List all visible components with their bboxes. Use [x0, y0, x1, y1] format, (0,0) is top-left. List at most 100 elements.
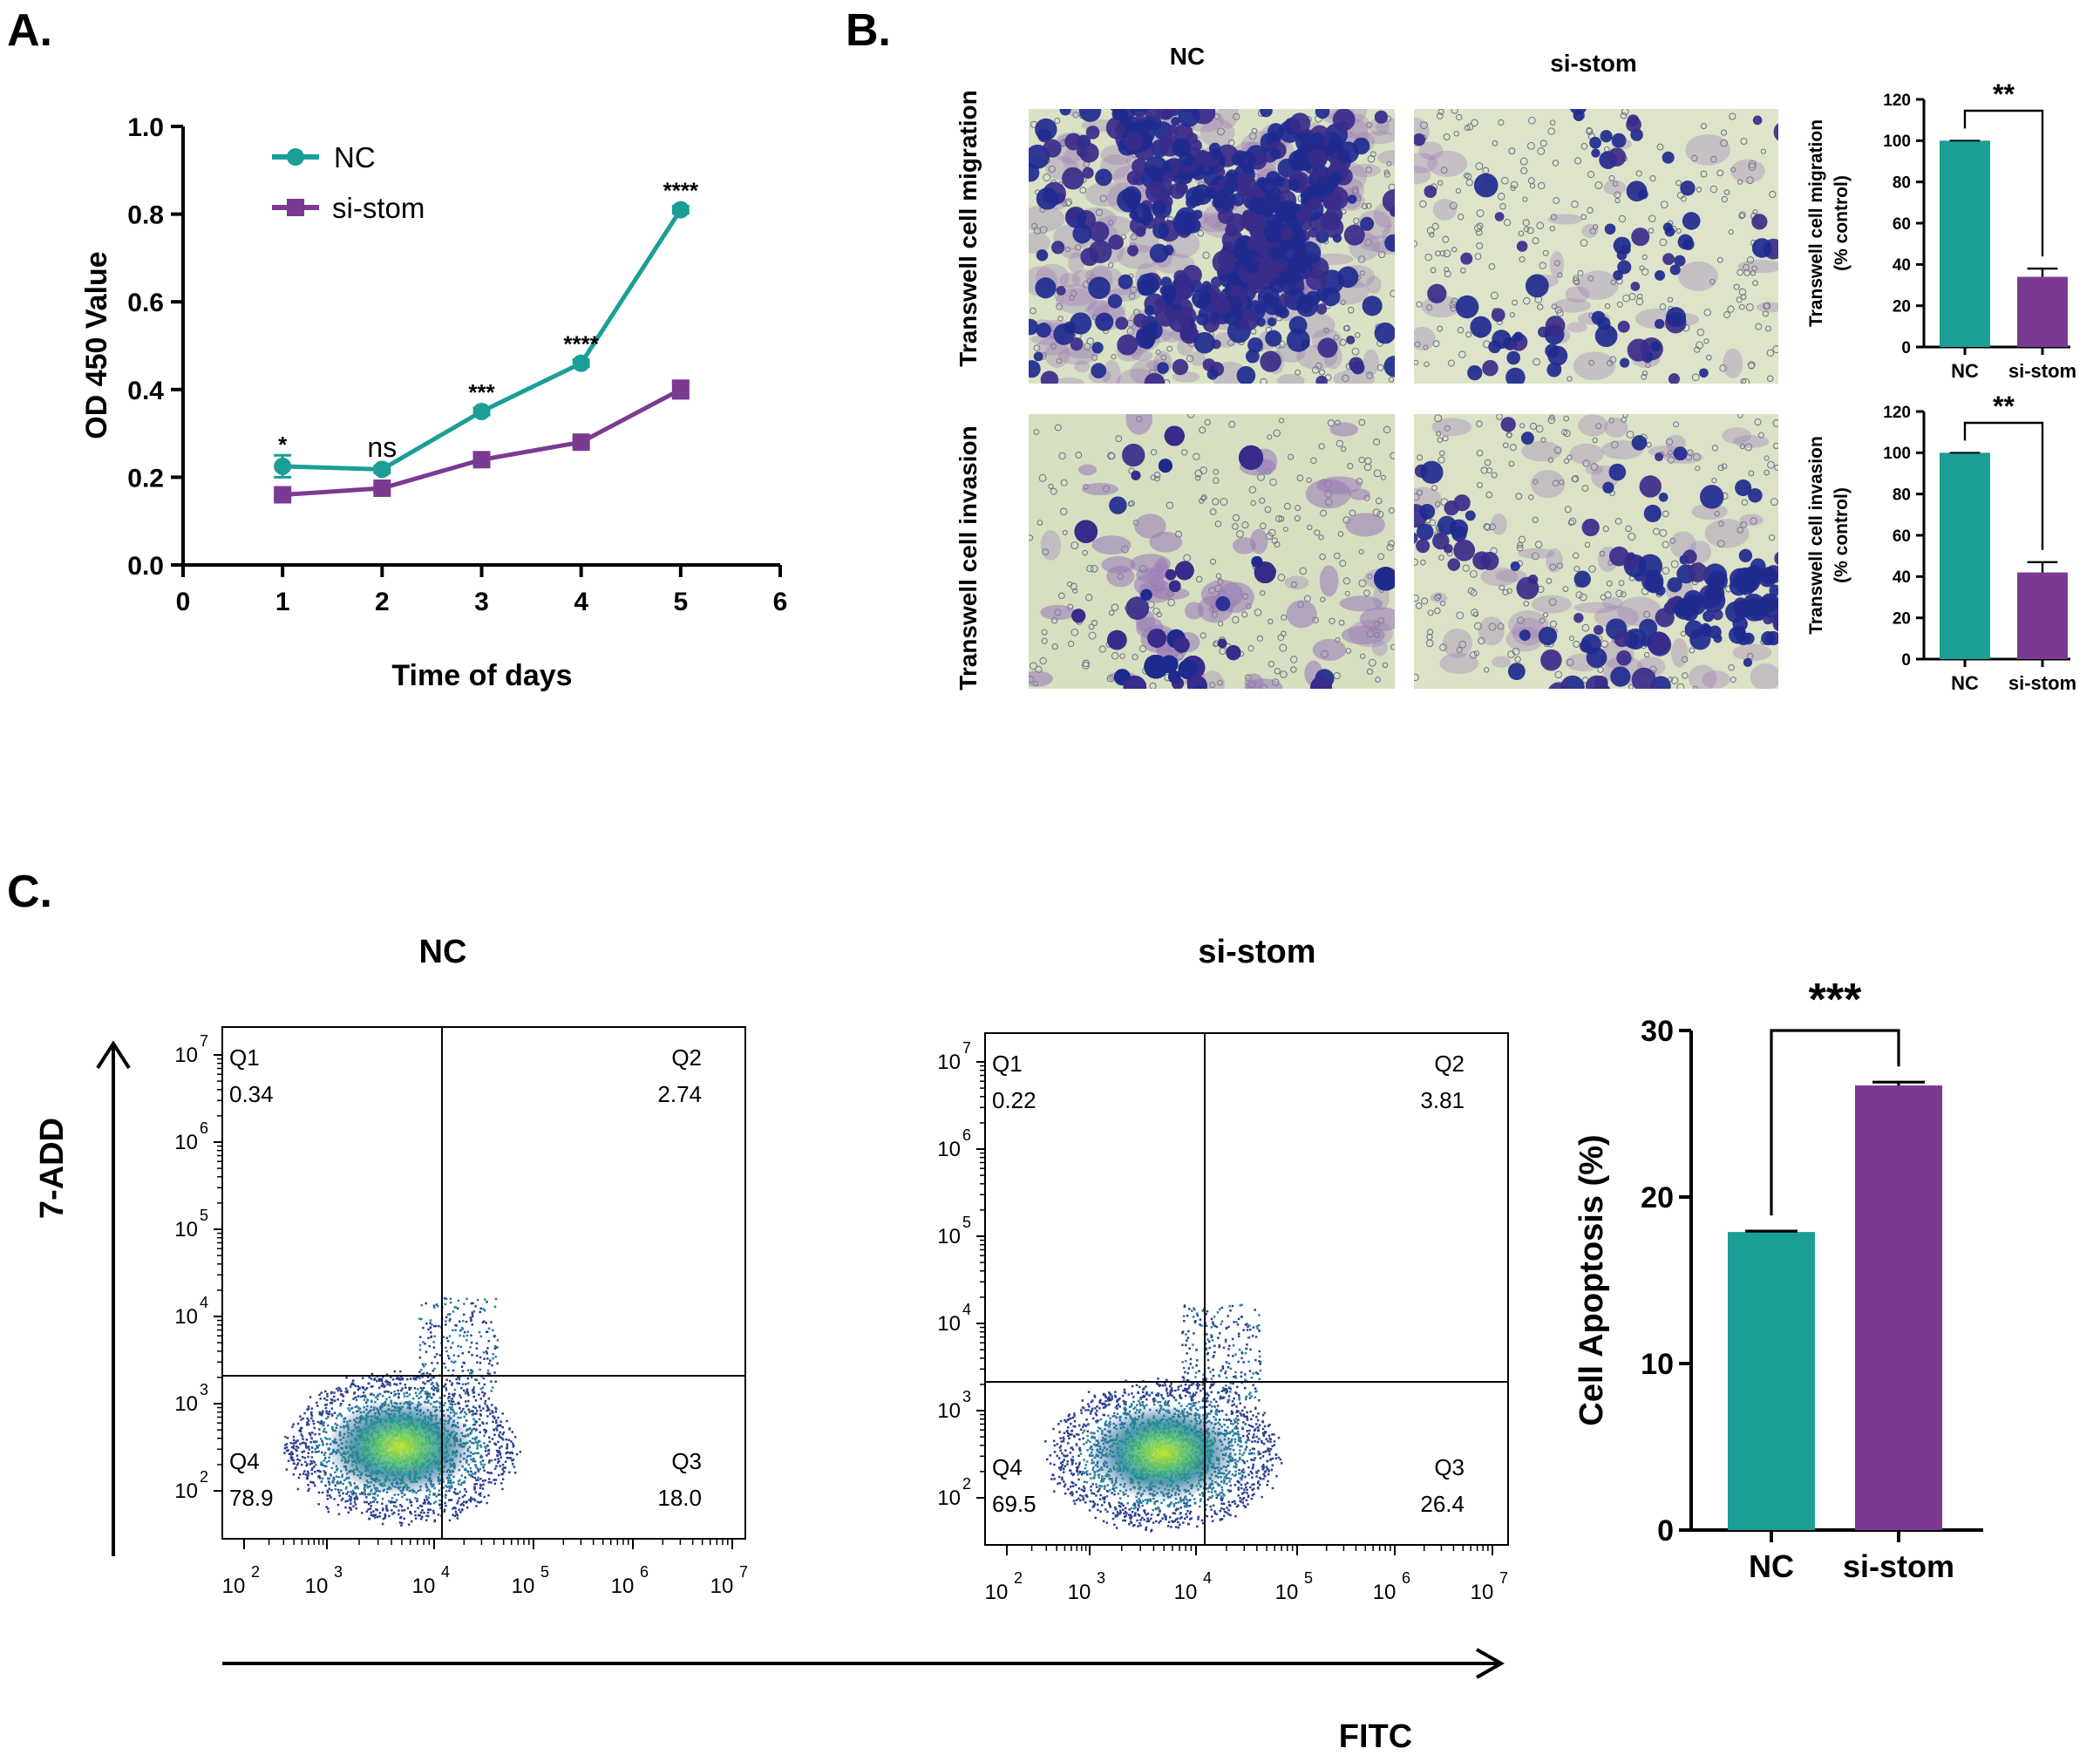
- stain-haze: [1531, 595, 1573, 614]
- flow-event-dot: [292, 1462, 296, 1466]
- flow-event-dot: [317, 1503, 320, 1506]
- flow-event-dot: [390, 1391, 393, 1394]
- significance-bracket: [1963, 421, 2044, 550]
- membrane-pore: [1539, 262, 1546, 269]
- membrane-pore: [1354, 332, 1361, 338]
- membrane-pore: [1572, 277, 1580, 285]
- stained-cell: [1166, 125, 1178, 135]
- flow-event-dot: [419, 1391, 423, 1393]
- membrane-pore: [1659, 303, 1667, 310]
- stained-cell: [1482, 359, 1499, 377]
- flow-event-dot: [380, 1379, 384, 1383]
- flow-event-dot: [438, 1397, 442, 1399]
- flow-event-dot: [445, 1490, 448, 1493]
- stain-haze: [1688, 664, 1717, 689]
- membrane-pore: [1542, 612, 1549, 618]
- flow-event-dot: [442, 1486, 445, 1489]
- transwell-col-label-nc: NC: [1170, 43, 1205, 70]
- stain-haze: [1074, 360, 1091, 372]
- membrane-pore: [1514, 656, 1521, 663]
- stained-cell: [1208, 701, 1224, 717]
- flow-event-dot: [472, 1424, 475, 1426]
- flow-event-dot: [371, 1384, 374, 1388]
- flow-event-dot: [319, 1398, 322, 1400]
- stain-haze: [1102, 359, 1121, 384]
- flow-event-dot: [472, 1427, 476, 1431]
- flow-event-dot: [446, 1397, 450, 1400]
- membrane-pore: [1582, 459, 1590, 467]
- membrane-pore: [1526, 227, 1534, 235]
- membrane-pore: [1527, 141, 1535, 150]
- stained-cell: [1648, 633, 1672, 656]
- growth-x-tick-label: 1: [275, 588, 290, 616]
- membrane-pore: [1567, 454, 1573, 460]
- flow-event-dot: [425, 1398, 428, 1400]
- membrane-pore: [1590, 463, 1599, 472]
- flow-event-dot: [471, 1430, 473, 1432]
- flow-event-dot: [307, 1474, 309, 1477]
- stained-cell: [1169, 182, 1186, 200]
- stained-cell: [1072, 224, 1092, 244]
- flow-event-dot: [336, 1488, 340, 1492]
- flow-event-dot: [392, 1511, 396, 1514]
- stained-cell: [1546, 362, 1562, 378]
- flow-event-dot: [330, 1474, 332, 1477]
- stained-cell: [1308, 148, 1328, 168]
- membrane-pore: [1696, 187, 1702, 193]
- membrane-pore: [1423, 344, 1429, 350]
- stained-cell: [1516, 576, 1539, 600]
- stained-cell: [1608, 463, 1627, 481]
- membrane-pore: [1588, 565, 1596, 573]
- membrane-pore: [1213, 477, 1220, 484]
- membrane-pore: [1375, 677, 1381, 683]
- flow-event-dot: [310, 1414, 314, 1418]
- membrane-pore: [1251, 127, 1258, 134]
- flow-event-dot: [458, 1497, 461, 1500]
- membrane-pore: [1217, 621, 1224, 627]
- flow-event-dot: [424, 1500, 426, 1503]
- stained-cell: [1173, 124, 1193, 143]
- stained-cell: [1682, 238, 1695, 250]
- membrane-pore: [1186, 414, 1195, 418]
- stained-cell: [1211, 148, 1223, 160]
- membrane-pore: [1347, 306, 1355, 314]
- membrane-pore: [1764, 455, 1770, 461]
- membrane-pore: [1420, 559, 1426, 566]
- flow-event-dot: [429, 1490, 432, 1493]
- stain-haze: [1430, 592, 1447, 603]
- membrane-pore: [1250, 500, 1256, 507]
- flow-event-dot: [399, 1370, 402, 1373]
- flow-event-dot: [398, 1503, 402, 1507]
- stained-cell: [1626, 180, 1648, 202]
- stain-haze: [1200, 580, 1244, 609]
- stained-cell: [1108, 235, 1125, 250]
- stain-haze: [1603, 180, 1626, 195]
- stained-cell: [1414, 133, 1426, 146]
- membrane-pore: [1320, 596, 1326, 602]
- flow-event-dot: [337, 1386, 341, 1390]
- stain-haze: [1518, 548, 1555, 560]
- membrane-pore: [1649, 174, 1656, 182]
- flow-event-dot: [432, 1493, 435, 1495]
- flow-event-dot: [473, 1473, 477, 1475]
- stained-cell: [1112, 94, 1126, 108]
- stained-cell: [1135, 226, 1146, 237]
- flow-event-dot: [351, 1489, 355, 1493]
- membrane-pore: [1581, 623, 1590, 632]
- membrane-pore: [1366, 121, 1373, 128]
- membrane-pore: [1616, 301, 1623, 308]
- stained-cell: [1600, 130, 1613, 143]
- growth-significance-label: *: [278, 432, 288, 458]
- flow-event-dot: [453, 1411, 457, 1415]
- membrane-pore: [1307, 524, 1313, 531]
- flow-event-dot: [478, 1493, 480, 1496]
- stain-haze: [1154, 558, 1169, 580]
- stained-cell: [1473, 173, 1499, 198]
- membrane-pore: [1757, 432, 1764, 439]
- stained-cell: [1644, 574, 1664, 594]
- flow-event-dot: [309, 1480, 312, 1484]
- flow-event-dot: [512, 1445, 515, 1448]
- flow-event-dot: [401, 1377, 404, 1381]
- stain-haze: [1101, 555, 1136, 574]
- stain-haze: [1432, 199, 1458, 221]
